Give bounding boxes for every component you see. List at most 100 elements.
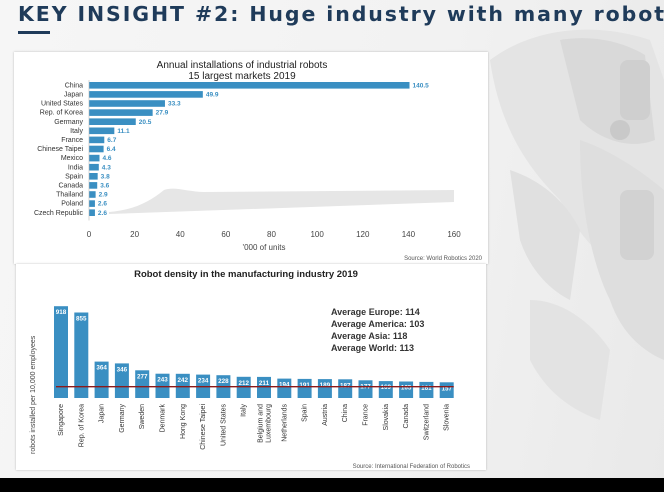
chart2-bar: [155, 373, 170, 398]
installations-bar-chart: Annual installations of industrial robot…: [34, 60, 483, 262]
chart1-bar: [89, 163, 99, 171]
chart2-bar: [257, 376, 271, 398]
chart2-category-label: Spain: [302, 404, 309, 422]
chart2-bar: [236, 376, 251, 398]
chart2-value-label: 855: [76, 316, 87, 323]
chart2-annotation: Average Asia: 118: [331, 331, 407, 341]
chart2-bar: [277, 378, 292, 398]
density-bar-chart: Robot density in the manufacturing indus…: [30, 269, 470, 470]
chart1-value-label: 2.6: [98, 210, 107, 217]
chart2-bar: [74, 312, 89, 398]
chart1-bar: [89, 109, 153, 116]
chart2-value-label: 189: [320, 382, 331, 389]
chart1-value-label: 11.1: [117, 128, 130, 135]
chart1-value-label: 6.4: [107, 146, 116, 153]
chart2-value-label: 364: [96, 365, 107, 372]
chart1-value-label: 33.3: [168, 101, 181, 108]
chart1-category-label: France: [61, 137, 83, 144]
chart1-bar: [89, 136, 105, 144]
installations-chart-panel: Annual installations of industrial robot…: [14, 52, 488, 264]
chart2-value-label: 234: [198, 378, 209, 385]
chart1-x-tick-label: 120: [356, 230, 370, 239]
chart1-x-axis-label: '000 of units: [243, 243, 286, 252]
chart2-y-axis-label: robots installed per 10,000 employees: [30, 335, 37, 454]
chart2-value-label: 228: [218, 378, 229, 385]
chart1-bar: [89, 82, 410, 89]
chart2-bar: [297, 378, 312, 398]
chart1-category-label: Rep. of Korea: [40, 110, 83, 117]
chart2-bar: [338, 379, 353, 398]
chart1-category-label: Chinese Taipei: [37, 146, 83, 153]
chart1-x-tick-label: 80: [267, 230, 276, 239]
chart1-value-label: 27.9: [156, 110, 169, 117]
chart2-category-label: Slovenia: [444, 404, 451, 431]
chart2-value-label: 165: [401, 385, 412, 392]
chart1-category-label: Germany: [54, 119, 83, 126]
chart2-category-label: Rep. of Korea: [78, 404, 85, 447]
chart1-category-label: Canada: [58, 183, 83, 190]
chart2-bar: [175, 373, 190, 398]
bottom-bar: [0, 478, 664, 492]
chart2-bar: [94, 361, 109, 398]
chart2-bar: [114, 363, 129, 398]
chart2-value-label: 243: [157, 377, 168, 384]
chart2-value-label: 211: [259, 380, 270, 387]
chart2-annotation: Average World: 113: [331, 343, 414, 353]
chart2-bar: [358, 380, 373, 398]
chart1-value-label: 6.7: [107, 137, 116, 144]
chart1-subtitle: 15 largest markets 2019: [188, 71, 296, 82]
chart1-x-tick-label: 60: [221, 230, 230, 239]
chart2-category-label: Netherlands: [281, 404, 288, 442]
chart2-annotation: Average Europe: 114: [331, 307, 420, 317]
chart1-bar: [89, 154, 100, 162]
chart2-category-label: Slovakia: [383, 404, 390, 431]
chart1-bar: [89, 200, 95, 207]
chart1-value-label: 20.5: [139, 119, 152, 126]
chart2-value-label: 918: [56, 309, 67, 316]
chart1-background-graphic: [109, 188, 454, 214]
chart1-value-label: 4.3: [102, 164, 111, 171]
chart2-value-label: 277: [137, 373, 148, 380]
chart1-bar: [89, 118, 136, 125]
headline-underline: [18, 31, 50, 34]
chart1-x-tick-label: 20: [130, 230, 139, 239]
chart1-x-tick-label: 140: [402, 230, 416, 239]
chart1-bar: [89, 173, 98, 180]
chart1-bar: [89, 127, 115, 135]
chart1-bar: [89, 100, 165, 107]
chart1-x-tick-label: 100: [310, 230, 324, 239]
chart1-category-label: United States: [41, 101, 84, 108]
chart1-value-label: 2.6: [98, 201, 107, 208]
chart2-category-label: Japan: [99, 404, 106, 423]
chart1-value-label: 2.9: [99, 192, 108, 199]
chart1-title: Annual installations of industrial robot…: [157, 60, 328, 71]
chart1-category-label: Poland: [61, 201, 83, 208]
chart2-bar: [419, 381, 434, 398]
chart1-category-label: Japan: [64, 92, 83, 99]
chart1-category-label: India: [68, 164, 83, 171]
chart2-value-label: 169: [381, 384, 392, 391]
chart1-bar: [89, 145, 104, 153]
chart2-category-label: Germany: [119, 404, 126, 433]
chart1-x-tick-label: 160: [447, 230, 461, 239]
chart2-title: Robot density in the manufacturing indus…: [134, 269, 358, 280]
chart1-bar: [89, 91, 203, 98]
chart2-category-label: Italy: [241, 404, 248, 417]
chart2-value-label: 212: [238, 380, 249, 387]
chart1-bar: [89, 182, 98, 189]
chart1-category-label: Spain: [65, 173, 83, 180]
chart1-x-tick-label: 40: [176, 230, 185, 239]
chart2-category-label: Austria: [322, 404, 329, 426]
chart1-bar: [89, 209, 95, 216]
chart2-source: Source: International Federation of Robo…: [353, 464, 470, 470]
chart2-bar: [135, 370, 150, 398]
chart2-bar: [399, 381, 414, 398]
chart1-category-label: Mexico: [61, 155, 83, 162]
chart2-category-label: Sweden: [139, 404, 146, 429]
chart2-category-label: Denmark: [160, 404, 167, 433]
chart2-category-label: United States: [220, 404, 227, 447]
chart2-bar: [317, 379, 332, 398]
chart1-value-label: 3.8: [101, 173, 110, 180]
robot-arm-illustration: [490, 29, 664, 420]
chart2-value-label: 242: [178, 377, 189, 384]
